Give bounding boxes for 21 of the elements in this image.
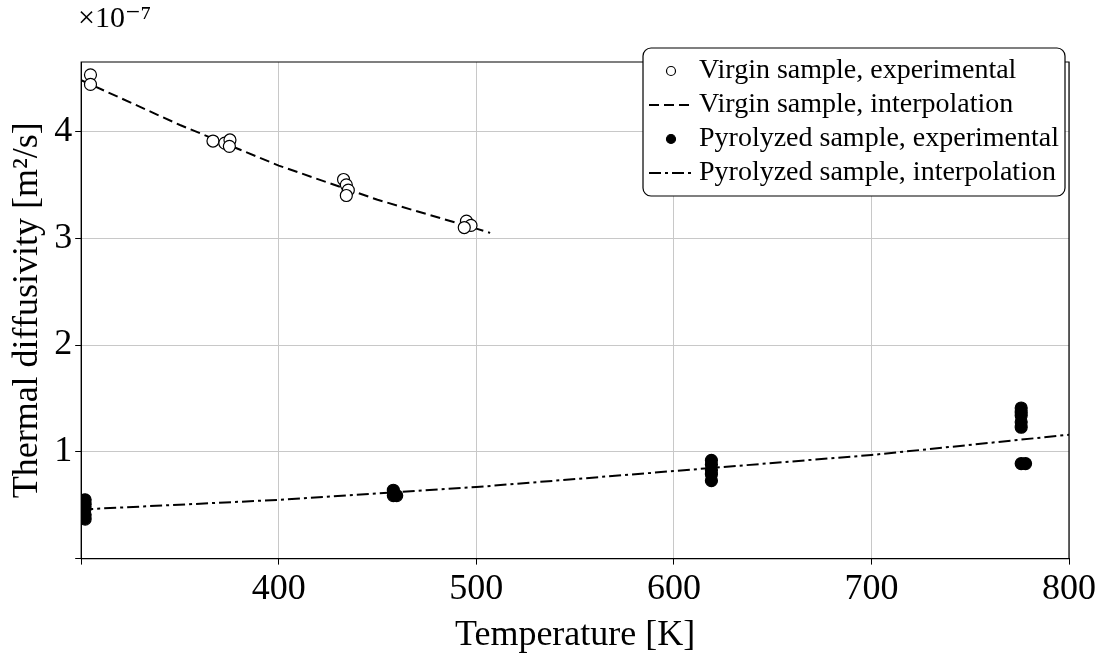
x-tick-label: 800 [1042,566,1096,607]
point [206,134,220,148]
x-tick-label: 400 [251,566,306,607]
legend-label: Virgin sample, experimental [699,53,1017,85]
x-axis-title: Temperature [K] [454,612,696,653]
point [83,77,98,92]
x-tick-label: 700 [844,566,899,607]
y-tick-label: 4 [54,108,73,149]
x-tick-label: 500 [449,566,504,607]
text: ×10⁻⁷ [78,0,152,33]
y-axis-title: Thermal diffusivity [m²/s] [5,122,46,499]
y-tick-label: 1 [54,429,73,470]
x-tick-label: 600 [646,566,701,607]
y-tick-label: 2 [54,322,73,363]
legend-label: Pyrolyzed sample, interpolation [699,155,1056,187]
legend-label: Pyrolyzed sample, experimental [699,121,1060,153]
point [457,220,471,235]
legend-label: Virgin sample, interpolation [699,87,1014,119]
y-tick-label: 3 [54,215,73,256]
point [339,188,353,203]
point [222,139,236,153]
